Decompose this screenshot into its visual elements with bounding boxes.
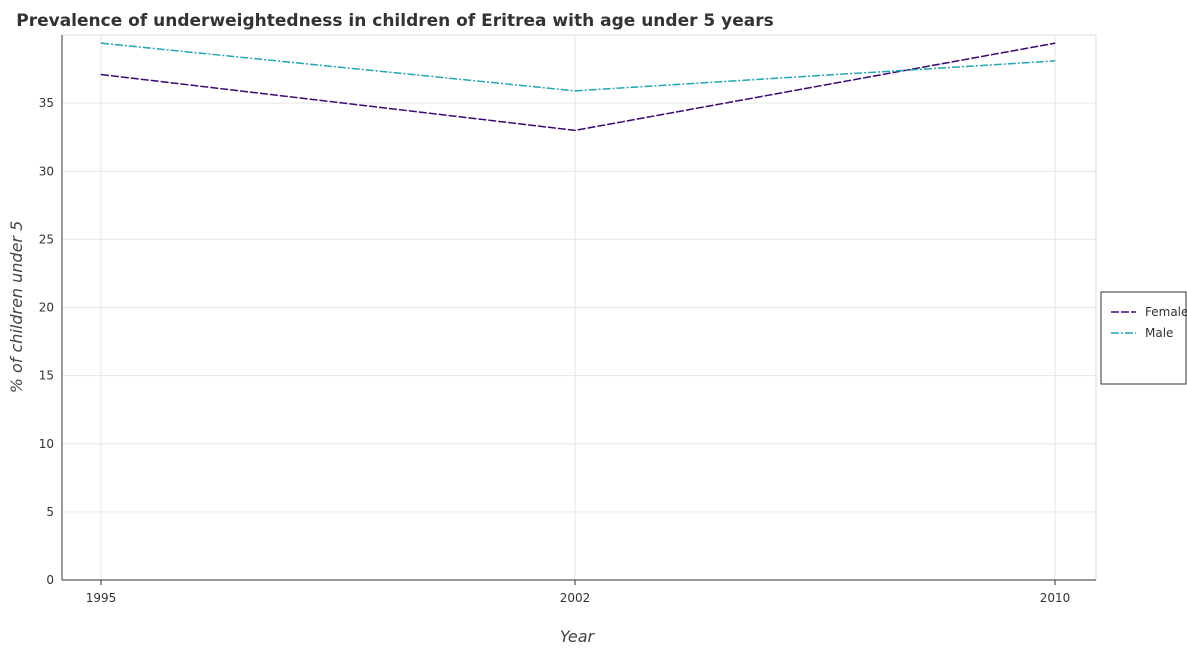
y-tick-label: 10 — [39, 437, 54, 451]
data-point-male — [574, 90, 576, 92]
x-tick-label: 2002 — [560, 591, 591, 605]
y-axis-label: % of children under 5 — [7, 221, 26, 394]
data-point-male — [100, 42, 102, 44]
tick-labels: 0 5 10 15 20 25 30 35 1995 2002 2010 — [39, 96, 1071, 605]
y-tick-label: 15 — [39, 369, 54, 383]
x-axis-label: Year — [560, 627, 596, 646]
legend: Female Male — [1100, 291, 1187, 385]
data-point-male — [1054, 60, 1056, 62]
legend-box — [1100, 291, 1187, 385]
y-tick-label: 5 — [46, 505, 54, 519]
x-tick-label: 1995 — [86, 591, 117, 605]
y-tick-label: 30 — [39, 164, 54, 178]
grid — [61, 34, 1097, 581]
y-tick-label: 25 — [39, 232, 54, 246]
y-tick-label: 0 — [46, 573, 54, 587]
data-point-female — [574, 129, 576, 131]
y-tick-label: 20 — [39, 301, 54, 315]
axes — [61, 35, 1096, 585]
series — [100, 42, 1056, 132]
chart-title: Prevalence of underweightedness in child… — [16, 11, 773, 31]
legend-label-male: Male — [1145, 326, 1173, 340]
data-point-female — [100, 74, 102, 76]
x-tick-label: 2010 — [1040, 591, 1071, 605]
legend-label-female: Female — [1145, 305, 1187, 319]
data-point-female — [1054, 42, 1056, 44]
series-line-male — [100, 42, 1056, 92]
y-tick-label: 35 — [39, 96, 54, 110]
series-line-female — [100, 42, 1056, 132]
